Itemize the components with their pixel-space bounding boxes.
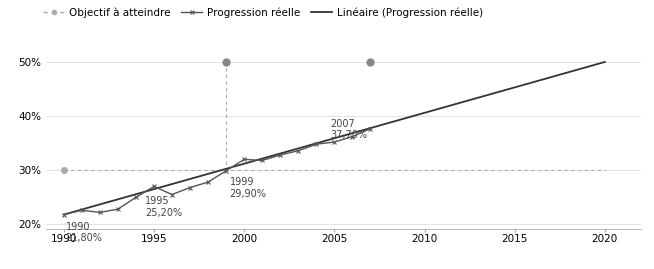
Text: 1999
29,90%: 1999 29,90% (230, 177, 267, 199)
Text: 1995
25,20%: 1995 25,20% (145, 196, 182, 218)
Text: 2007
37,70%: 2007 37,70% (331, 119, 368, 140)
Legend: Objectif à atteindre, Progression réelle, Linéaire (Progression réelle): Objectif à atteindre, Progression réelle… (39, 3, 487, 22)
Text: 1990
21,80%: 1990 21,80% (65, 222, 103, 243)
